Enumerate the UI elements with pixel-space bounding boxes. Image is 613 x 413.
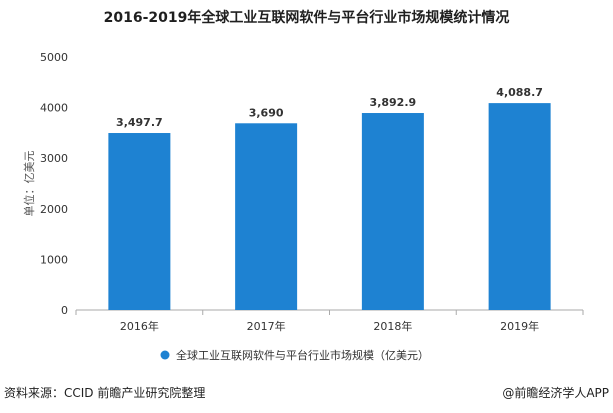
legend-marker [160, 350, 170, 360]
source-note: 资料来源：CCID 前瞻产业研究院整理 [4, 386, 206, 400]
data-label: 3,892.9 [370, 96, 417, 109]
y-tick-label: 0 [61, 304, 68, 317]
y-tick-label: 2000 [40, 203, 68, 216]
y-tick-label: 4000 [40, 102, 68, 115]
bar [361, 113, 424, 310]
x-tick-label: 2016年 [120, 319, 159, 333]
app-credit: @前瞻经济学人APP [502, 386, 609, 400]
y-tick-label: 1000 [40, 253, 68, 266]
data-label: 3,497.7 [116, 116, 163, 129]
bar [108, 133, 171, 310]
bar [488, 103, 551, 310]
x-tick-label: 2019年 [500, 319, 539, 333]
legend-label: 全球工业互联网软件与平台行业市场规模（亿美元） [176, 348, 429, 362]
data-label: 3,690 [249, 106, 284, 119]
x-tick-label: 2018年 [373, 319, 412, 333]
chart-title: 2016-2019年全球工业互联网软件与平台行业市场规模统计情况 [103, 10, 510, 26]
x-tick-label: 2017年 [247, 319, 286, 333]
data-label: 4,088.7 [496, 86, 543, 99]
y-tick-label: 5000 [40, 51, 68, 64]
y-tick-label: 3000 [40, 152, 68, 165]
bar [235, 123, 298, 310]
y-axis-label: 单位：亿美元 [22, 151, 36, 217]
